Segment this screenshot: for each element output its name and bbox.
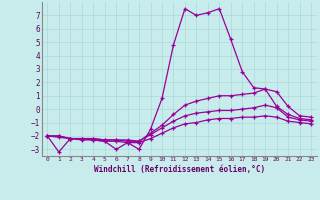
X-axis label: Windchill (Refroidissement éolien,°C): Windchill (Refroidissement éolien,°C) xyxy=(94,165,265,174)
